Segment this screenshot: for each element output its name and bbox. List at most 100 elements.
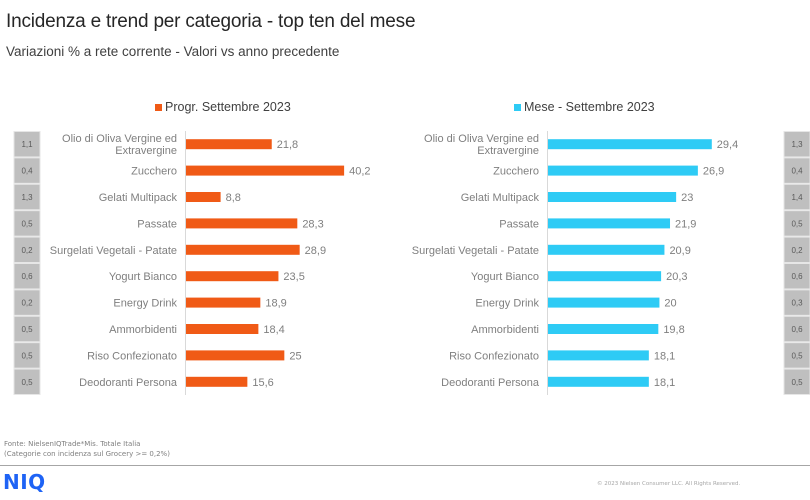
left-bar	[186, 244, 300, 255]
left-category-label: Gelati Multipack	[99, 192, 178, 204]
right-value-label: 20	[664, 298, 676, 310]
left-incidence-box	[13, 210, 41, 237]
left-value-label: 18,9	[265, 298, 286, 310]
left-value-label: 21,8	[277, 139, 298, 151]
right-value-label: 23	[681, 192, 693, 204]
right-incidence-value: 0,5	[791, 219, 803, 228]
right-category-label: Energy Drink	[475, 298, 539, 310]
left-incidence-box	[13, 289, 41, 316]
right-bar	[548, 139, 712, 150]
right-value-label: 29,4	[717, 139, 738, 151]
right-bar	[548, 297, 660, 308]
left-incidence-value: 0,5	[21, 378, 33, 387]
right-incidence-value: 0,5	[791, 351, 803, 360]
left-incidence-value: 0,5	[21, 351, 33, 360]
right-bar	[548, 271, 662, 282]
left-value-label: 28,3	[302, 218, 323, 230]
right-category-label: Gelati Multipack	[461, 192, 540, 204]
right-incidence-box	[783, 157, 810, 184]
right-incidence-box	[783, 210, 810, 237]
left-category-label: Energy Drink	[113, 298, 177, 310]
right-incidence-value: 0,4	[791, 167, 803, 176]
left-incidence-value: 0,2	[21, 246, 33, 255]
right-bar	[548, 165, 698, 176]
right-value-label: 20,9	[669, 245, 690, 257]
left-legend-label: Progr. Settembre 2023	[165, 100, 291, 114]
right-bar	[548, 376, 649, 387]
left-bar	[186, 192, 221, 202]
left-incidence-box	[13, 183, 41, 211]
left-category-label: Zucchero	[131, 166, 177, 178]
left-category-label: Yogurt Bianco	[109, 271, 177, 283]
right-incidence-value: 0,5	[791, 378, 803, 387]
right-value-label: 20,3	[666, 271, 687, 283]
left-incidence-value: 0,4	[21, 167, 33, 176]
left-category-label: Olio di Oliva Vergine ed	[62, 133, 177, 145]
right-category-label: Ammorbidenti	[471, 324, 539, 336]
left-value-label: 18,4	[263, 324, 284, 336]
left-incidence-box	[13, 342, 41, 369]
left-bar	[186, 324, 259, 334]
left-bar	[186, 271, 279, 282]
right-value-label: 21,9	[675, 218, 696, 230]
left-incidence-value: 0,5	[21, 219, 33, 228]
right-bar	[548, 324, 659, 334]
right-category-label: Passate	[499, 218, 539, 230]
page-subtitle: Variazioni % a rete corrente - Valori vs…	[6, 44, 340, 59]
right-category-label: Yogurt Bianco	[471, 271, 539, 283]
left-category-label: Extravergine	[115, 145, 177, 157]
left-bar	[186, 376, 248, 387]
left-bar	[186, 350, 285, 361]
right-incidence-box	[783, 289, 810, 316]
right-bar	[548, 244, 665, 255]
right-category-label: Olio di Oliva Vergine ed	[424, 133, 539, 145]
right-category-label: Surgelati Vegetali - Patate	[412, 245, 539, 257]
right-category-label: Deodoranti Persona	[441, 377, 540, 389]
copyright-text: © 2023 Nielsen Consumer LLC. All Rights …	[597, 481, 741, 487]
left-incidence-value: 0,2	[21, 299, 33, 308]
right-value-label: 26,9	[703, 166, 724, 178]
left-incidence-value: 0,6	[21, 272, 33, 281]
left-value-label: 25	[289, 350, 301, 362]
right-category-label: Riso Confezionato	[449, 350, 539, 362]
left-incidence-box	[13, 368, 41, 396]
right-incidence-value: 1,4	[791, 193, 803, 202]
right-incidence-box	[783, 131, 810, 158]
right-value-label: 18,1	[654, 377, 675, 389]
left-incidence-box	[13, 157, 41, 184]
right-bar	[548, 218, 671, 229]
left-bar	[186, 218, 298, 229]
niq-logo: NIQ	[3, 470, 46, 494]
right-incidence-box	[783, 183, 810, 211]
right-incidence-value: 0,6	[791, 325, 803, 334]
right-incidence-value: 0,2	[791, 246, 803, 255]
right-bar	[548, 192, 677, 202]
left-category-label: Passate	[137, 218, 177, 230]
source-line-1: Fonte: NielsenIQTrade*Mis. Totale Italia	[4, 440, 141, 448]
right-category-label: Zucchero	[493, 166, 539, 178]
right-value-label: 18,1	[654, 350, 675, 362]
right-incidence-value: 1,3	[791, 140, 803, 149]
right-incidence-value: 0,3	[791, 299, 803, 308]
left-incidence-box	[13, 263, 41, 290]
right-incidence-box	[783, 236, 810, 264]
left-value-label: 8,8	[226, 192, 241, 204]
right-incidence-box	[783, 263, 810, 290]
right-value-label: 19,8	[663, 324, 684, 336]
left-incidence-box	[13, 131, 41, 158]
left-value-label: 23,5	[283, 271, 304, 283]
left-category-label: Ammorbidenti	[109, 324, 177, 336]
right-incidence-box	[783, 315, 810, 343]
left-bar	[186, 139, 272, 150]
right-incidence-value: 0,6	[791, 272, 803, 281]
footer-divider	[0, 465, 810, 466]
left-legend-swatch	[155, 104, 162, 111]
right-legend-label: Mese - Settembre 2023	[524, 100, 655, 114]
left-value-label: 28,9	[305, 245, 326, 257]
right-legend-swatch	[514, 104, 521, 111]
left-incidence-value: 0,5	[21, 325, 33, 334]
left-incidence-value: 1,3	[21, 193, 33, 202]
left-category-label: Riso Confezionato	[87, 350, 177, 362]
right-category-label: Extravergine	[477, 145, 539, 157]
